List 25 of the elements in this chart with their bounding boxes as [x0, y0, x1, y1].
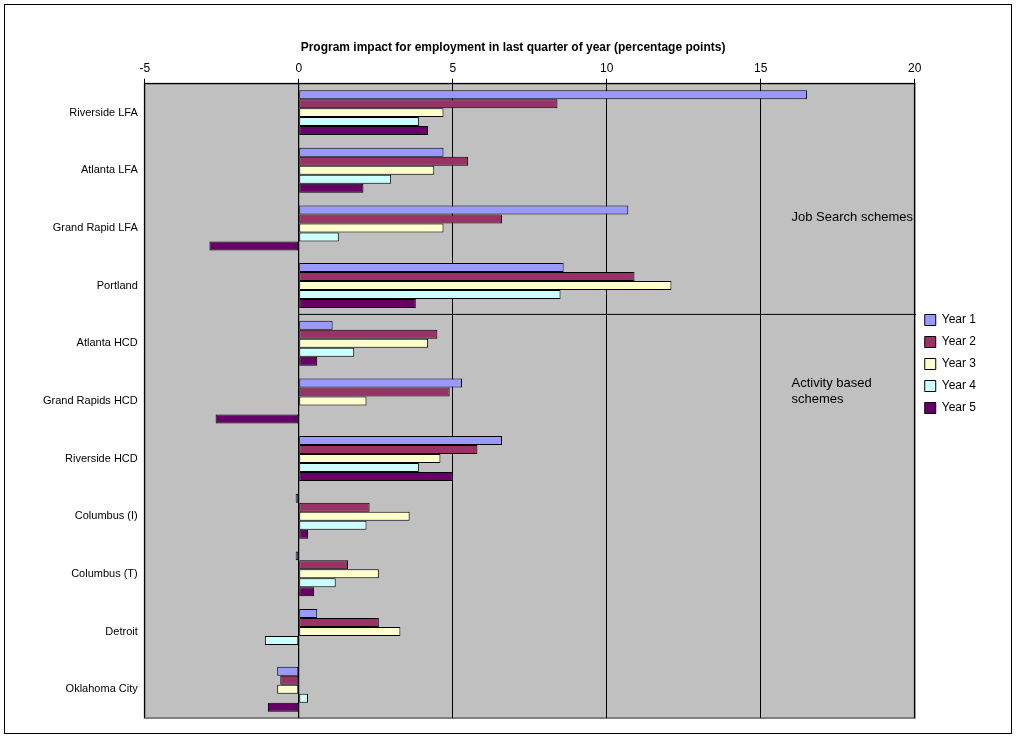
legend-label: Year 3: [941, 356, 977, 371]
y-tick-label: Atlanta LFA: [80, 163, 139, 176]
legend-label: Year 4: [941, 378, 977, 393]
legend-label: Year 2: [941, 334, 977, 349]
annotation: Activity based schemes: [791, 374, 872, 406]
y-tick-label: Riverside LFA: [69, 105, 139, 118]
x-tick-label: 10: [600, 60, 614, 75]
y-tick-label: Riverside HCD: [65, 451, 138, 464]
annotation: Job Search schemes: [791, 208, 914, 224]
y-tick-label: Columbus (T): [71, 566, 138, 579]
y-tick-label: Oklahoma City: [65, 682, 139, 695]
y-tick-label: Grand Rapids HCD: [42, 393, 138, 406]
legend-label: Year 5: [941, 400, 977, 415]
y-tick-label: Columbus (I): [74, 509, 138, 522]
y-tick-label: Detroit: [105, 624, 138, 637]
x-tick-label: 5: [449, 60, 457, 75]
x-tick-label: -5: [139, 60, 151, 75]
x-tick-label: 15: [754, 60, 768, 75]
legend-label: Year 1: [941, 312, 977, 327]
y-tick-label: Grand Rapid LFA: [52, 220, 139, 233]
chart-title: Program impact for employment in last quarter of year (percentage points): [300, 39, 726, 54]
y-tick-label: Portland: [96, 278, 138, 291]
x-tick-label: 0: [295, 60, 303, 75]
y-tick-label: Atlanta HCD: [76, 336, 138, 349]
x-tick-label: 20: [908, 60, 922, 75]
